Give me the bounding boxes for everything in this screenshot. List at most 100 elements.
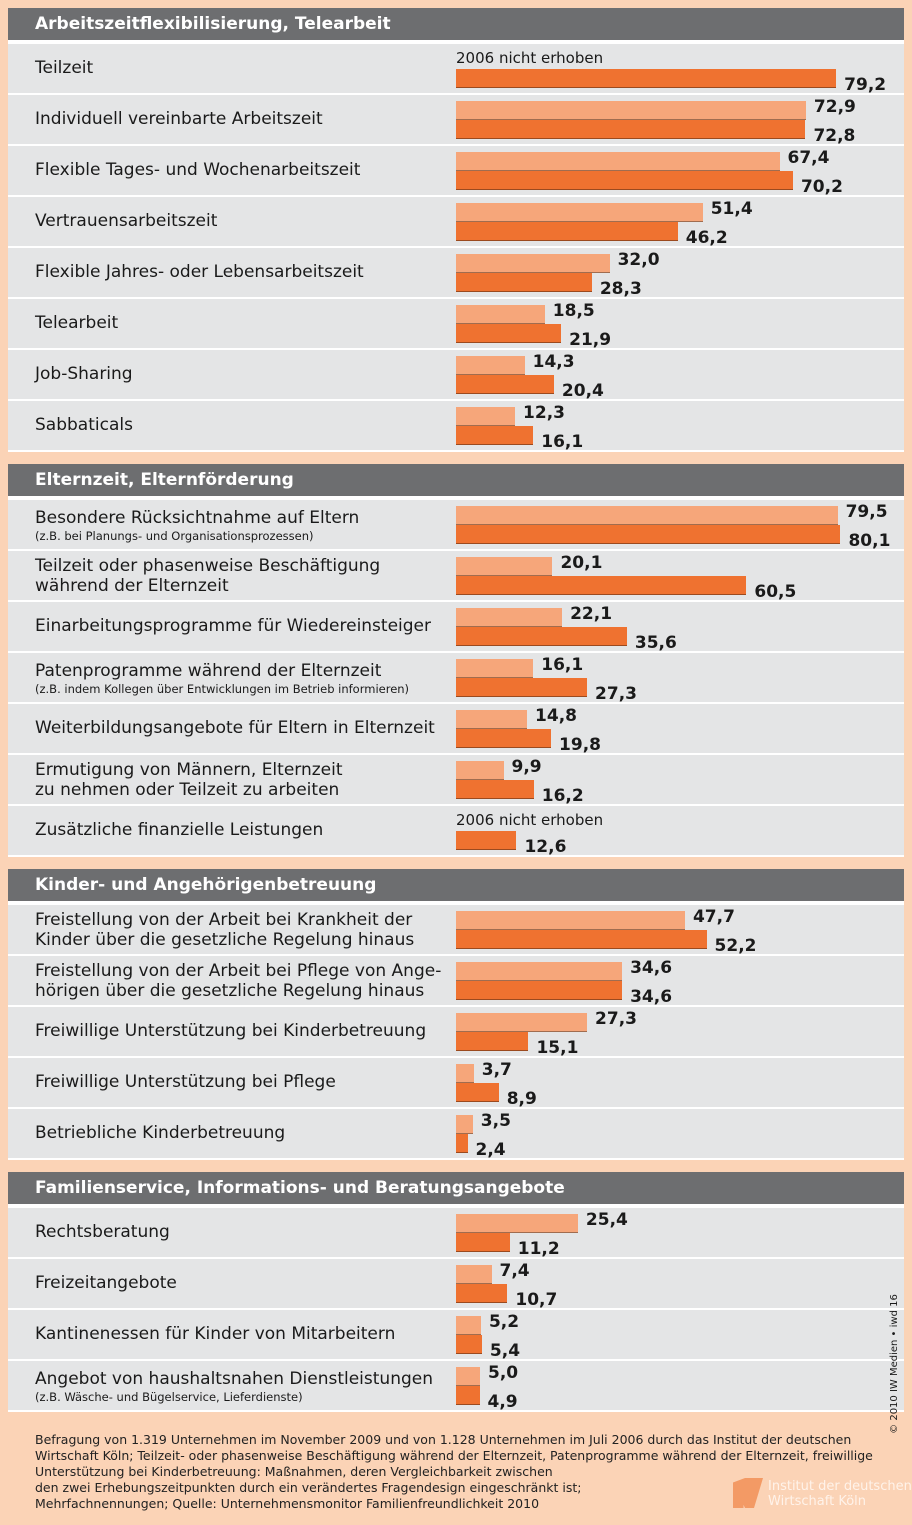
credit: © 2010 IW Medien • iwd 16 (889, 1294, 900, 1434)
value-label: 5,0 (488, 1363, 519, 1383)
category-label: Besondere Rücksichtnahme auf Eltern (35, 508, 360, 528)
bar (456, 981, 623, 1000)
bar (456, 407, 516, 426)
bar (456, 1083, 499, 1102)
value-label: 27,3 (595, 684, 637, 704)
bar (456, 305, 545, 324)
bar (456, 254, 610, 273)
bar (456, 1064, 474, 1083)
category-label: Ermutigung von Männern, Elternzeit zu ne… (35, 760, 343, 800)
value-label: 4,9 (487, 1392, 518, 1412)
value-label: 16,1 (541, 432, 584, 452)
value-label: 8,9 (506, 1089, 537, 1109)
bar (456, 525, 841, 544)
category-label: Individuell vereinbarte Arbeitszeit (35, 109, 323, 129)
category-label: Angebot von haushaltsnahen Dienstleistun… (35, 1369, 433, 1389)
category-label: Freistellung von der Arbeit bei Krankhei… (35, 910, 415, 950)
value-label: 5,4 (489, 1341, 521, 1361)
value-label: 47,7 (692, 907, 735, 927)
value-label: 34,6 (630, 958, 673, 978)
bar (456, 203, 703, 222)
bar (456, 1013, 588, 1032)
bar (456, 1214, 578, 1233)
bar (456, 120, 806, 139)
bar (456, 375, 554, 394)
category-label: Einarbeitungsprogramme für Wiedereinstei… (35, 616, 432, 636)
value-label: 18,5 (552, 301, 595, 321)
bar (456, 608, 563, 627)
category-label: Zusätzliche finanzielle Leistungen (35, 820, 324, 840)
bar (456, 576, 747, 595)
value-label: 3,7 (481, 1060, 512, 1080)
bar (456, 426, 534, 445)
bar (456, 930, 707, 949)
bar (456, 557, 553, 576)
bar (456, 222, 678, 241)
bar (456, 831, 517, 850)
bar (456, 780, 534, 799)
value-label: 60,5 (754, 582, 797, 602)
value-label: 35,6 (634, 633, 677, 653)
value-label: 72,9 (813, 97, 856, 117)
annotation: 2006 nicht erhoben (456, 49, 604, 67)
bar (456, 273, 592, 292)
value-label: 20,1 (560, 553, 603, 573)
value-label: 21,9 (569, 330, 612, 350)
logo-text: Institut der deutschen (768, 1479, 912, 1494)
value-label: 15,1 (536, 1038, 579, 1058)
value-label: 3,5 (480, 1111, 511, 1131)
category-label: Weiterbildungsangebote für Eltern in Elt… (35, 718, 435, 738)
bar (456, 101, 806, 120)
bar (456, 911, 685, 930)
value-label: 19,8 (559, 735, 601, 755)
value-label: 25,4 (585, 1210, 628, 1230)
bar (456, 1032, 529, 1051)
value-label: 12,3 (523, 403, 565, 423)
section-header: Kinder- und Angehörigenbetreuung (8, 869, 904, 901)
bar (456, 1386, 480, 1405)
bar (456, 659, 534, 678)
bar (456, 1115, 473, 1134)
section-header: Elternzeit, Elternförderung (8, 464, 904, 496)
category-note: (z.B. bei Planungs- und Organisationspro… (35, 529, 314, 543)
category-label: Patenprogramme während der Elternzeit (35, 661, 382, 681)
category-label: Freiwillige Unterstützung bei Pflege (35, 1072, 336, 1092)
bar (456, 1233, 510, 1252)
category-label: Flexible Tages- und Wochenarbeitszeit (35, 160, 361, 180)
category-label: Teilzeit (35, 58, 94, 78)
value-label: 16,1 (541, 655, 584, 675)
category-label: Freiwillige Unterstützung bei Kinderbetr… (35, 1021, 427, 1041)
value-label: 34,6 (630, 987, 673, 1007)
category-label: Sabbaticals (35, 415, 133, 435)
value-label: 28,3 (599, 279, 642, 299)
category-label: Betriebliche Kinderbetreuung (35, 1123, 286, 1143)
value-label: 12,6 (524, 837, 567, 857)
value-label: 79,2 (844, 75, 887, 95)
category-label: Kantinenessen für Kinder von Mitarbeiter… (35, 1324, 396, 1344)
value-label: 52,2 (714, 936, 757, 956)
bar (456, 1134, 468, 1153)
bar (456, 1316, 481, 1335)
value-label: 10,7 (515, 1290, 558, 1310)
value-label: 67,4 (787, 148, 830, 168)
bar (456, 761, 504, 780)
bar (456, 356, 525, 375)
category-label: Freistellung von der Arbeit bei Pflege v… (35, 961, 442, 1001)
category-label: Vertrauensarbeitszeit (35, 211, 218, 231)
value-label: 79,5 (845, 502, 888, 522)
bar (456, 962, 623, 981)
bar (456, 69, 837, 88)
value-label: 5,2 (488, 1312, 520, 1332)
logo-text: Wirtschaft Köln (768, 1494, 867, 1509)
annotation: 2006 nicht erhoben (456, 811, 604, 829)
bar (456, 506, 838, 525)
bar (456, 1367, 480, 1386)
value-label: 72,8 (813, 126, 856, 146)
value-label: 16,2 (541, 786, 584, 806)
value-label: 14,3 (532, 352, 575, 372)
value-label: 14,8 (535, 706, 577, 726)
category-label: Rechtsberatung (35, 1222, 170, 1242)
value-label: 20,4 (561, 381, 604, 401)
